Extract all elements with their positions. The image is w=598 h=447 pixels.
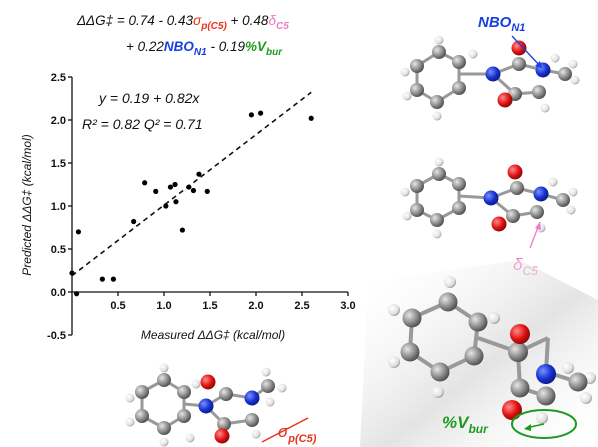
nbo-label: NBON1 (478, 14, 525, 34)
data-point (173, 199, 179, 205)
data-point (308, 115, 314, 121)
y-tick-label: 2.5 (51, 72, 66, 84)
sigma-label: σp(C5) (278, 422, 317, 445)
eq-lhs: ΔΔG‡ (76, 13, 114, 28)
data-point (131, 218, 137, 225)
molecule-vbur (388, 276, 596, 424)
data-point (248, 112, 254, 118)
x-tick-label: 1.5 (202, 300, 217, 312)
chart-axes (68, 76, 349, 336)
eq-delta-sub: C5 (276, 21, 289, 32)
x-axis-label: Measured ΔΔG‡ (kcal/mol) (141, 328, 285, 342)
eq-nbo: NBO (164, 39, 194, 54)
data-point (172, 181, 178, 188)
data-point (196, 171, 202, 177)
sigma-line (261, 417, 309, 443)
scatter-chart: -0.5 0.0 0.5 1.0 1.5 2.0 2.5 0.5 1.0 1.5 2.0 2.5 3.0… (20, 72, 356, 342)
x-tick-label: 2.5 (294, 300, 309, 312)
data-point (258, 110, 264, 116)
y-tick-label: 0.0 (51, 287, 66, 299)
vbur-arrowhead (524, 424, 531, 431)
x-tick-label: 0.5 (110, 300, 125, 312)
vbur-sphere (511, 409, 577, 439)
data-point (74, 291, 80, 297)
data-points (69, 110, 314, 297)
data-point (186, 184, 192, 190)
nbo-arrow (511, 35, 543, 69)
data-point (167, 184, 174, 190)
y-axis-label: Predicted ΔΔG‡ (kcal/mol) (20, 134, 34, 275)
eq-const: = 0.74 - 0.43 (113, 13, 193, 28)
data-point (142, 180, 148, 186)
eq-vbur-sub: bur (266, 47, 283, 58)
tick-labels: -0.5 0.0 0.5 1.0 1.5 2.0 2.5 0.5 1.0 1.5 2.0 2.5 3.0 (47, 72, 356, 342)
eq-minus-vbur: - 0.19 (207, 39, 246, 54)
fit-stats: R² = 0.82 Q² = 0.71 (82, 116, 203, 132)
y-tick-label: 0.5 (51, 244, 66, 256)
nbo-arrowhead (535, 61, 542, 68)
data-point (75, 229, 82, 235)
eq-nbo-sub: N1 (194, 47, 207, 58)
data-point (179, 227, 185, 233)
y-tick-label: 1.5 (51, 158, 66, 170)
delta-arrowhead (535, 222, 541, 230)
eq-sigma: σ (193, 13, 202, 28)
svg-text:ΔΔG‡ = 0.74 - 0.43σp(C5) + 0.4: ΔΔG‡ = 0.74 - 0.43σp(C5) + 0.48δC5 (76, 13, 289, 32)
x-tick-label: 1.0 (156, 300, 171, 312)
eq-sigma-sub: p(C5) (200, 21, 227, 32)
molecule-nbo (400, 35, 580, 121)
x-tick-label: 2.0 (248, 300, 263, 312)
fit-equation: y = 0.19 + 0.82x (98, 90, 200, 106)
data-point (99, 276, 105, 282)
data-point (163, 203, 169, 209)
vbur-label: %Vbur (442, 413, 489, 436)
y-tick-label: -0.5 (47, 330, 66, 342)
regression-equation: ΔΔG‡ = 0.74 - 0.43σp(C5) + 0.48δC5 + 0.2… (76, 13, 289, 58)
svg-text:+ 0.22NBON1 - 0.19%Vbur: + 0.22NBON1 - 0.19%Vbur (126, 39, 283, 58)
molecule-delta (400, 157, 578, 239)
eq-plus-delta: + 0.48 (227, 13, 269, 28)
y-tick-label: 2.0 (51, 115, 66, 127)
data-point (190, 187, 197, 194)
data-point (204, 188, 210, 194)
data-point (110, 276, 116, 282)
eq-vbur: %V (245, 39, 267, 54)
data-point (153, 188, 159, 194)
eq-plus-nbo: + 0.22 (126, 39, 164, 54)
molecule-sigma (125, 363, 287, 447)
x-tick-label: 3.0 (340, 300, 355, 312)
y-tick-label: 1.0 (51, 201, 66, 213)
eq-delta: δ (268, 13, 276, 28)
data-point (69, 270, 75, 276)
